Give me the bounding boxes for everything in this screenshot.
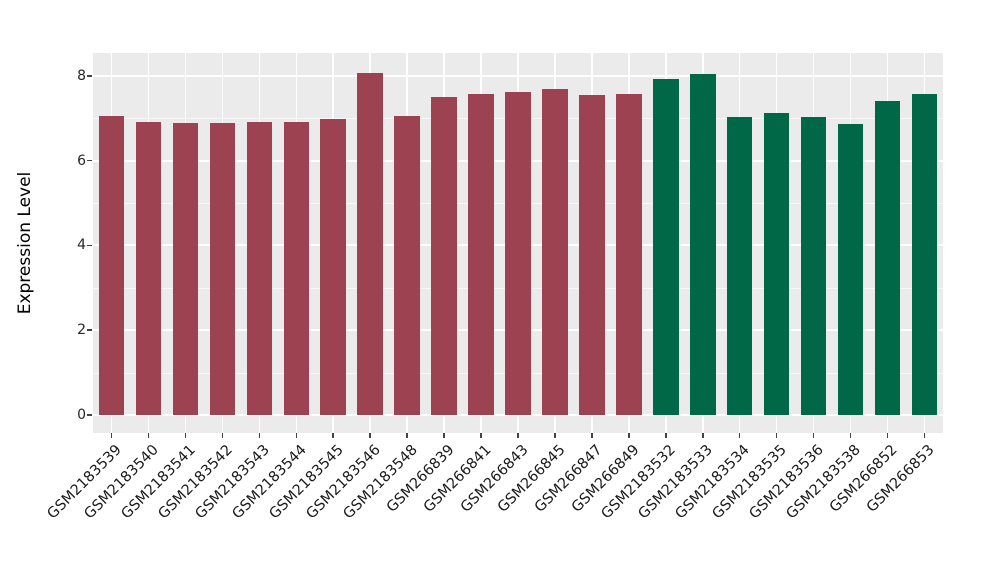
x-tick-mark bbox=[332, 433, 334, 438]
bar-GSM266845 bbox=[542, 88, 568, 415]
bar-GSM266853 bbox=[911, 93, 938, 415]
x-tick-mark bbox=[775, 433, 778, 438]
bar-GSM2183532 bbox=[653, 78, 679, 415]
bar-GSM2183538 bbox=[837, 124, 864, 415]
bar-GSM2183546 bbox=[357, 72, 383, 415]
bar-GSM266843 bbox=[505, 91, 531, 415]
x-tick-mark bbox=[258, 433, 261, 438]
x-tick-mark bbox=[443, 433, 445, 438]
bar-GSM266852 bbox=[874, 100, 901, 415]
y-tick-label-8: 8 bbox=[77, 67, 86, 84]
bar-GSM2183548 bbox=[394, 116, 420, 415]
bar-GSM266841 bbox=[468, 94, 494, 415]
x-tick-mark bbox=[591, 433, 593, 438]
y-tick-label-2: 2 bbox=[77, 322, 86, 339]
y-tick-mark bbox=[87, 244, 92, 247]
x-tick-mark bbox=[628, 433, 630, 438]
x-tick-label-GSM266853: GSM266853 bbox=[864, 442, 938, 516]
bar-GSM2183544 bbox=[283, 122, 309, 415]
x-tick-mark bbox=[849, 433, 852, 438]
x-tick-mark bbox=[110, 433, 113, 438]
x-tick-mark bbox=[702, 433, 704, 438]
bar-GSM2183540 bbox=[135, 122, 162, 415]
bar-GSM2183533 bbox=[690, 74, 716, 415]
bar-GSM2183539 bbox=[98, 116, 125, 415]
x-tick-mark bbox=[812, 433, 815, 438]
x-tick-mark bbox=[554, 433, 556, 438]
bar-GSM2183534 bbox=[726, 117, 753, 415]
bar-GSM2183535 bbox=[763, 113, 790, 415]
plot-panel bbox=[93, 53, 943, 433]
bar-GSM2183536 bbox=[800, 116, 827, 415]
bar-GSM266847 bbox=[579, 94, 605, 415]
x-tick-mark bbox=[184, 433, 187, 438]
y-tick-label-4: 4 bbox=[77, 237, 86, 254]
bar-GSM2183541 bbox=[172, 123, 199, 415]
x-tick-mark bbox=[517, 433, 519, 438]
y-tick-mark bbox=[87, 159, 92, 162]
bar-GSM266839 bbox=[431, 96, 457, 415]
y-axis-label: Expression Level bbox=[15, 171, 35, 315]
x-tick-mark bbox=[295, 433, 297, 438]
x-tick-mark bbox=[406, 433, 408, 438]
x-tick-mark bbox=[369, 433, 371, 438]
y-tick-mark bbox=[87, 414, 92, 416]
x-tick-mark bbox=[480, 433, 482, 438]
x-tick-mark bbox=[221, 433, 224, 438]
bar-GSM2183542 bbox=[209, 123, 236, 415]
bar-GSM2183545 bbox=[320, 119, 346, 415]
x-tick-mark bbox=[886, 433, 889, 438]
x-tick-mark bbox=[738, 433, 741, 438]
y-tick-label-0: 0 bbox=[77, 407, 86, 423]
x-tick-mark bbox=[923, 433, 926, 438]
bar-GSM266849 bbox=[616, 94, 642, 415]
bar-GSM2183543 bbox=[246, 122, 273, 415]
y-tick-mark bbox=[87, 75, 92, 77]
x-tick-mark bbox=[147, 433, 150, 438]
y-tick-label-6: 6 bbox=[77, 152, 86, 169]
y-tick-mark bbox=[87, 329, 92, 331]
x-tick-mark bbox=[665, 433, 667, 438]
